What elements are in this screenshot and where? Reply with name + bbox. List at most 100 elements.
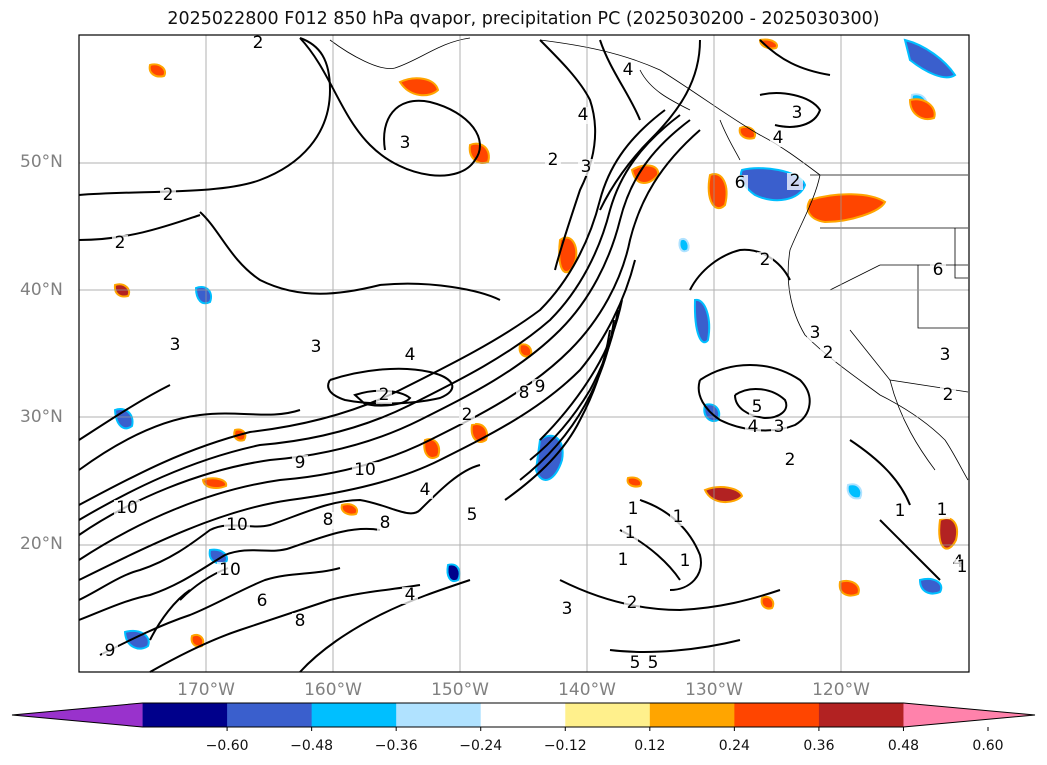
contour-label-bg xyxy=(937,347,953,364)
colorbar-tick-label: 0.60 xyxy=(972,738,1004,754)
colorbar-extend-min xyxy=(12,703,143,727)
contour-label: 5 xyxy=(752,397,763,417)
contour-label: 4 xyxy=(748,417,759,437)
contour-label-bg xyxy=(320,512,336,529)
contour-label-bg xyxy=(102,643,118,660)
contour-label-bg xyxy=(545,152,561,169)
lat-label-50n: 50°N xyxy=(20,152,63,172)
contour-label: 1 xyxy=(937,500,948,520)
contour-label-bg xyxy=(292,613,308,630)
lon-label-170w: 170°W xyxy=(177,680,235,700)
contour-label-bg xyxy=(575,107,591,124)
contour-label-bg xyxy=(217,562,243,579)
contour-label-bg xyxy=(677,553,693,570)
contour-label: 3 xyxy=(774,417,785,437)
contour-label-bg xyxy=(308,339,324,356)
contour-label: 4 xyxy=(420,480,431,500)
contour-label-bg xyxy=(402,587,418,604)
contour-label: 2 xyxy=(115,233,126,253)
graticule xyxy=(79,35,969,672)
contour-label: 9 xyxy=(105,641,116,661)
colorbar-tick-label: 0.48 xyxy=(887,738,920,754)
contour-label-bg xyxy=(352,462,378,479)
contour-label: 3 xyxy=(581,157,592,177)
contour-label-bg xyxy=(745,419,761,436)
colorbar-segment xyxy=(227,703,313,727)
contour-label: 5 xyxy=(630,653,641,673)
colorbar-tick-label: −0.60 xyxy=(205,738,249,754)
contour-label-bg xyxy=(749,399,765,416)
contour-label-bg xyxy=(732,175,748,192)
colorbar-segment xyxy=(142,703,228,727)
contour-label-bg xyxy=(559,601,575,618)
contour-label: 1 xyxy=(957,557,968,577)
contour-label: 1 xyxy=(895,501,906,521)
lon-label-150w: 150°W xyxy=(431,680,489,700)
contour-label: 4 xyxy=(773,128,784,148)
contour-label: 1 xyxy=(680,551,691,571)
contour-label-bg xyxy=(820,345,836,362)
colorbar-tick-label: 0.24 xyxy=(718,738,750,754)
colorbar-segment xyxy=(734,703,820,727)
contour-label-bg xyxy=(464,507,480,524)
contour-label-bg xyxy=(224,517,250,534)
contour-label: 3 xyxy=(940,345,951,365)
contour-label: 3 xyxy=(170,335,181,355)
colorbar-tick-label: 0.12 xyxy=(634,738,666,754)
contour-label: 8 xyxy=(323,510,334,530)
contour-label-bg xyxy=(670,509,686,526)
lat-label-20n: 20°N xyxy=(20,534,63,554)
contour-label-bg xyxy=(771,419,787,436)
contour-label: 3 xyxy=(400,133,411,153)
colorbar-tick-label: −0.48 xyxy=(290,738,334,754)
contour-label: 3 xyxy=(562,599,573,619)
contour-label: 1 xyxy=(628,499,639,519)
contour-label-bg xyxy=(160,187,176,204)
lon-label-140w: 140°W xyxy=(558,680,616,700)
contour-label-bg xyxy=(930,262,946,279)
contour-label: 9 xyxy=(295,453,306,473)
contour-label-bg xyxy=(114,500,140,517)
contour-label: 10 xyxy=(219,560,241,580)
contour-label: 4 xyxy=(623,60,634,80)
contour-label-bg xyxy=(459,407,475,424)
contour-label: 3 xyxy=(311,337,322,357)
colorbar-outline xyxy=(11,702,1036,728)
contour-label-bg xyxy=(167,337,183,354)
contour-label-bg xyxy=(789,105,805,122)
lon-label-160w: 160°W xyxy=(304,680,362,700)
contour-label-bg xyxy=(625,501,641,518)
lat-label-30n: 30°N xyxy=(20,407,63,427)
colorbar-segment xyxy=(396,703,482,727)
contour-label: 6 xyxy=(933,260,944,280)
contour-label: 9 xyxy=(535,377,546,397)
contour-label-bg xyxy=(377,515,393,532)
contour-label-bg xyxy=(620,62,636,79)
map-title: 2025022800 F012 850 hPa qvapor, precipit… xyxy=(167,9,880,29)
contour-label: 2 xyxy=(379,385,390,405)
contour-label: 2 xyxy=(548,150,559,170)
contour-label-bg xyxy=(397,135,413,152)
contour-label-bg xyxy=(934,502,950,519)
contour-label: 6 xyxy=(257,591,268,611)
contour-label-bg xyxy=(787,173,803,190)
contour-label-bg xyxy=(770,130,786,147)
contour-label: 2 xyxy=(790,171,801,191)
qvapor-contours xyxy=(78,37,941,673)
contour-label: 2 xyxy=(253,33,264,53)
contour-label: 8 xyxy=(519,383,530,403)
contour-label: 1 xyxy=(625,523,636,543)
contour-label-bg xyxy=(645,655,661,672)
plot-frame xyxy=(78,34,970,673)
lon-label-130w: 130°W xyxy=(685,680,743,700)
contour-label: 8 xyxy=(380,513,391,533)
contour-label: 8 xyxy=(295,611,306,631)
contour-label: 2 xyxy=(627,593,638,613)
colorbar-tick-label: −0.36 xyxy=(374,738,418,754)
colorbar-tick-label: 0.36 xyxy=(803,738,835,754)
contour-label: 2 xyxy=(163,185,174,205)
contour-label-bg xyxy=(376,387,392,404)
contour-label: 4 xyxy=(405,585,416,605)
contour-label-bg xyxy=(622,525,638,542)
